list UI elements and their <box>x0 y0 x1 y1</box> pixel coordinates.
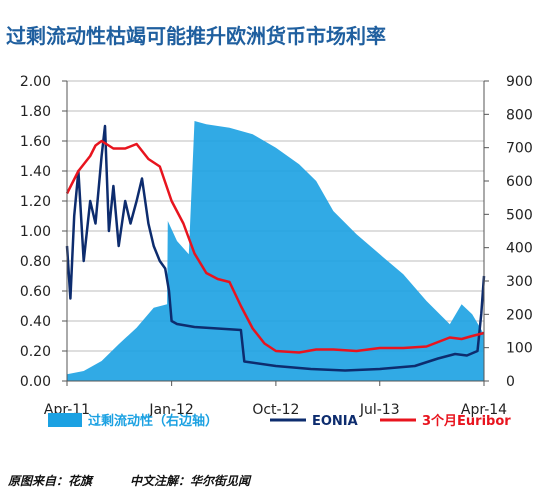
legend-swatch-area <box>48 413 82 427</box>
y-right-tick-label: 100 <box>506 341 533 357</box>
y-right-tick-label: 200 <box>506 307 533 323</box>
chart-title: 过剩流动性枯竭可能推升欧洲货币市场利率 <box>6 24 386 48</box>
y-left-tick-label: 1.00 <box>20 224 51 240</box>
y-left-tick-label: 1.60 <box>20 134 51 150</box>
y-left-tick-label: 0.20 <box>20 344 51 360</box>
y-left-tick-label: 0.80 <box>20 254 51 270</box>
source-note: 原图来自：花旗 <box>7 474 94 488</box>
y-left-tick-label: 0.00 <box>20 374 51 390</box>
series-liquidity-area <box>67 121 484 381</box>
y-right-tick-label: 700 <box>506 141 533 157</box>
legend-label: 过剩流动性（右边轴） <box>88 413 218 429</box>
series-eonia-line <box>65 124 486 372</box>
y-left-tick-label: 0.40 <box>20 314 51 330</box>
area-layer <box>67 121 484 381</box>
y-right-tick-label: 600 <box>506 174 533 190</box>
x-tick-label: Apr-14 <box>461 402 507 418</box>
y-left-tick-label: 1.20 <box>20 194 51 210</box>
y-right-tick-label: 300 <box>506 274 533 290</box>
y-right-tick-label: 800 <box>506 107 533 123</box>
legend-label: EONIA <box>312 414 358 429</box>
axes: 0.00 0.20 0.40 0.60 0.80 1.00 1.20 1.40 1.60 1.80… <box>20 74 533 418</box>
legend-label: 3个月Euribor <box>422 413 511 429</box>
y-left-tick-label: 1.40 <box>20 164 51 180</box>
annotation-note: 中文注解：华尔街见闻 <box>130 474 252 488</box>
legend: 过剩流动性（右边轴） EONIA 3个月Euribor <box>48 413 511 429</box>
line-layer <box>65 124 486 372</box>
x-tick-label: Jul-13 <box>359 402 400 418</box>
y-left-tick-label: 0.60 <box>20 284 51 300</box>
y-left-tick-label: 2.00 <box>20 74 51 90</box>
y-right-tick-label: 900 <box>506 74 533 90</box>
x-tick-label: Oct-12 <box>252 402 299 418</box>
y-left-tick-label: 1.80 <box>20 104 51 120</box>
series-euribor-line <box>65 139 485 354</box>
y-right-tick-label: 400 <box>506 241 533 257</box>
y-right-tick-label: 500 <box>506 207 533 223</box>
x-tick-label: Jan-12 <box>148 402 193 418</box>
y-right-tick-label: 0 <box>506 374 515 390</box>
